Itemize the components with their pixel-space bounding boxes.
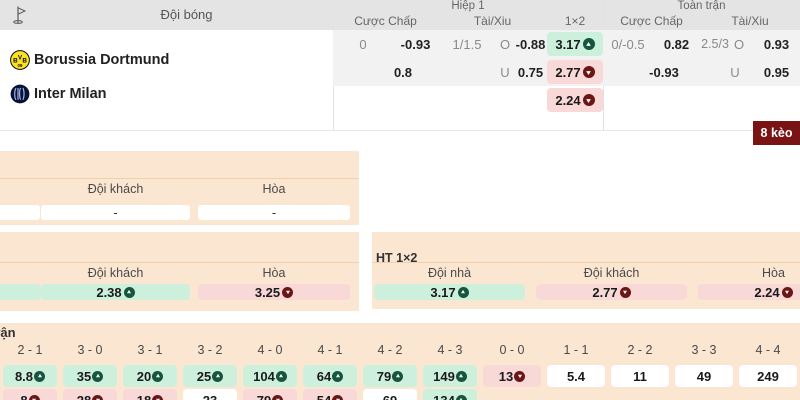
svg-text:09: 09 [18,63,23,68]
svg-text:B: B [22,58,27,65]
